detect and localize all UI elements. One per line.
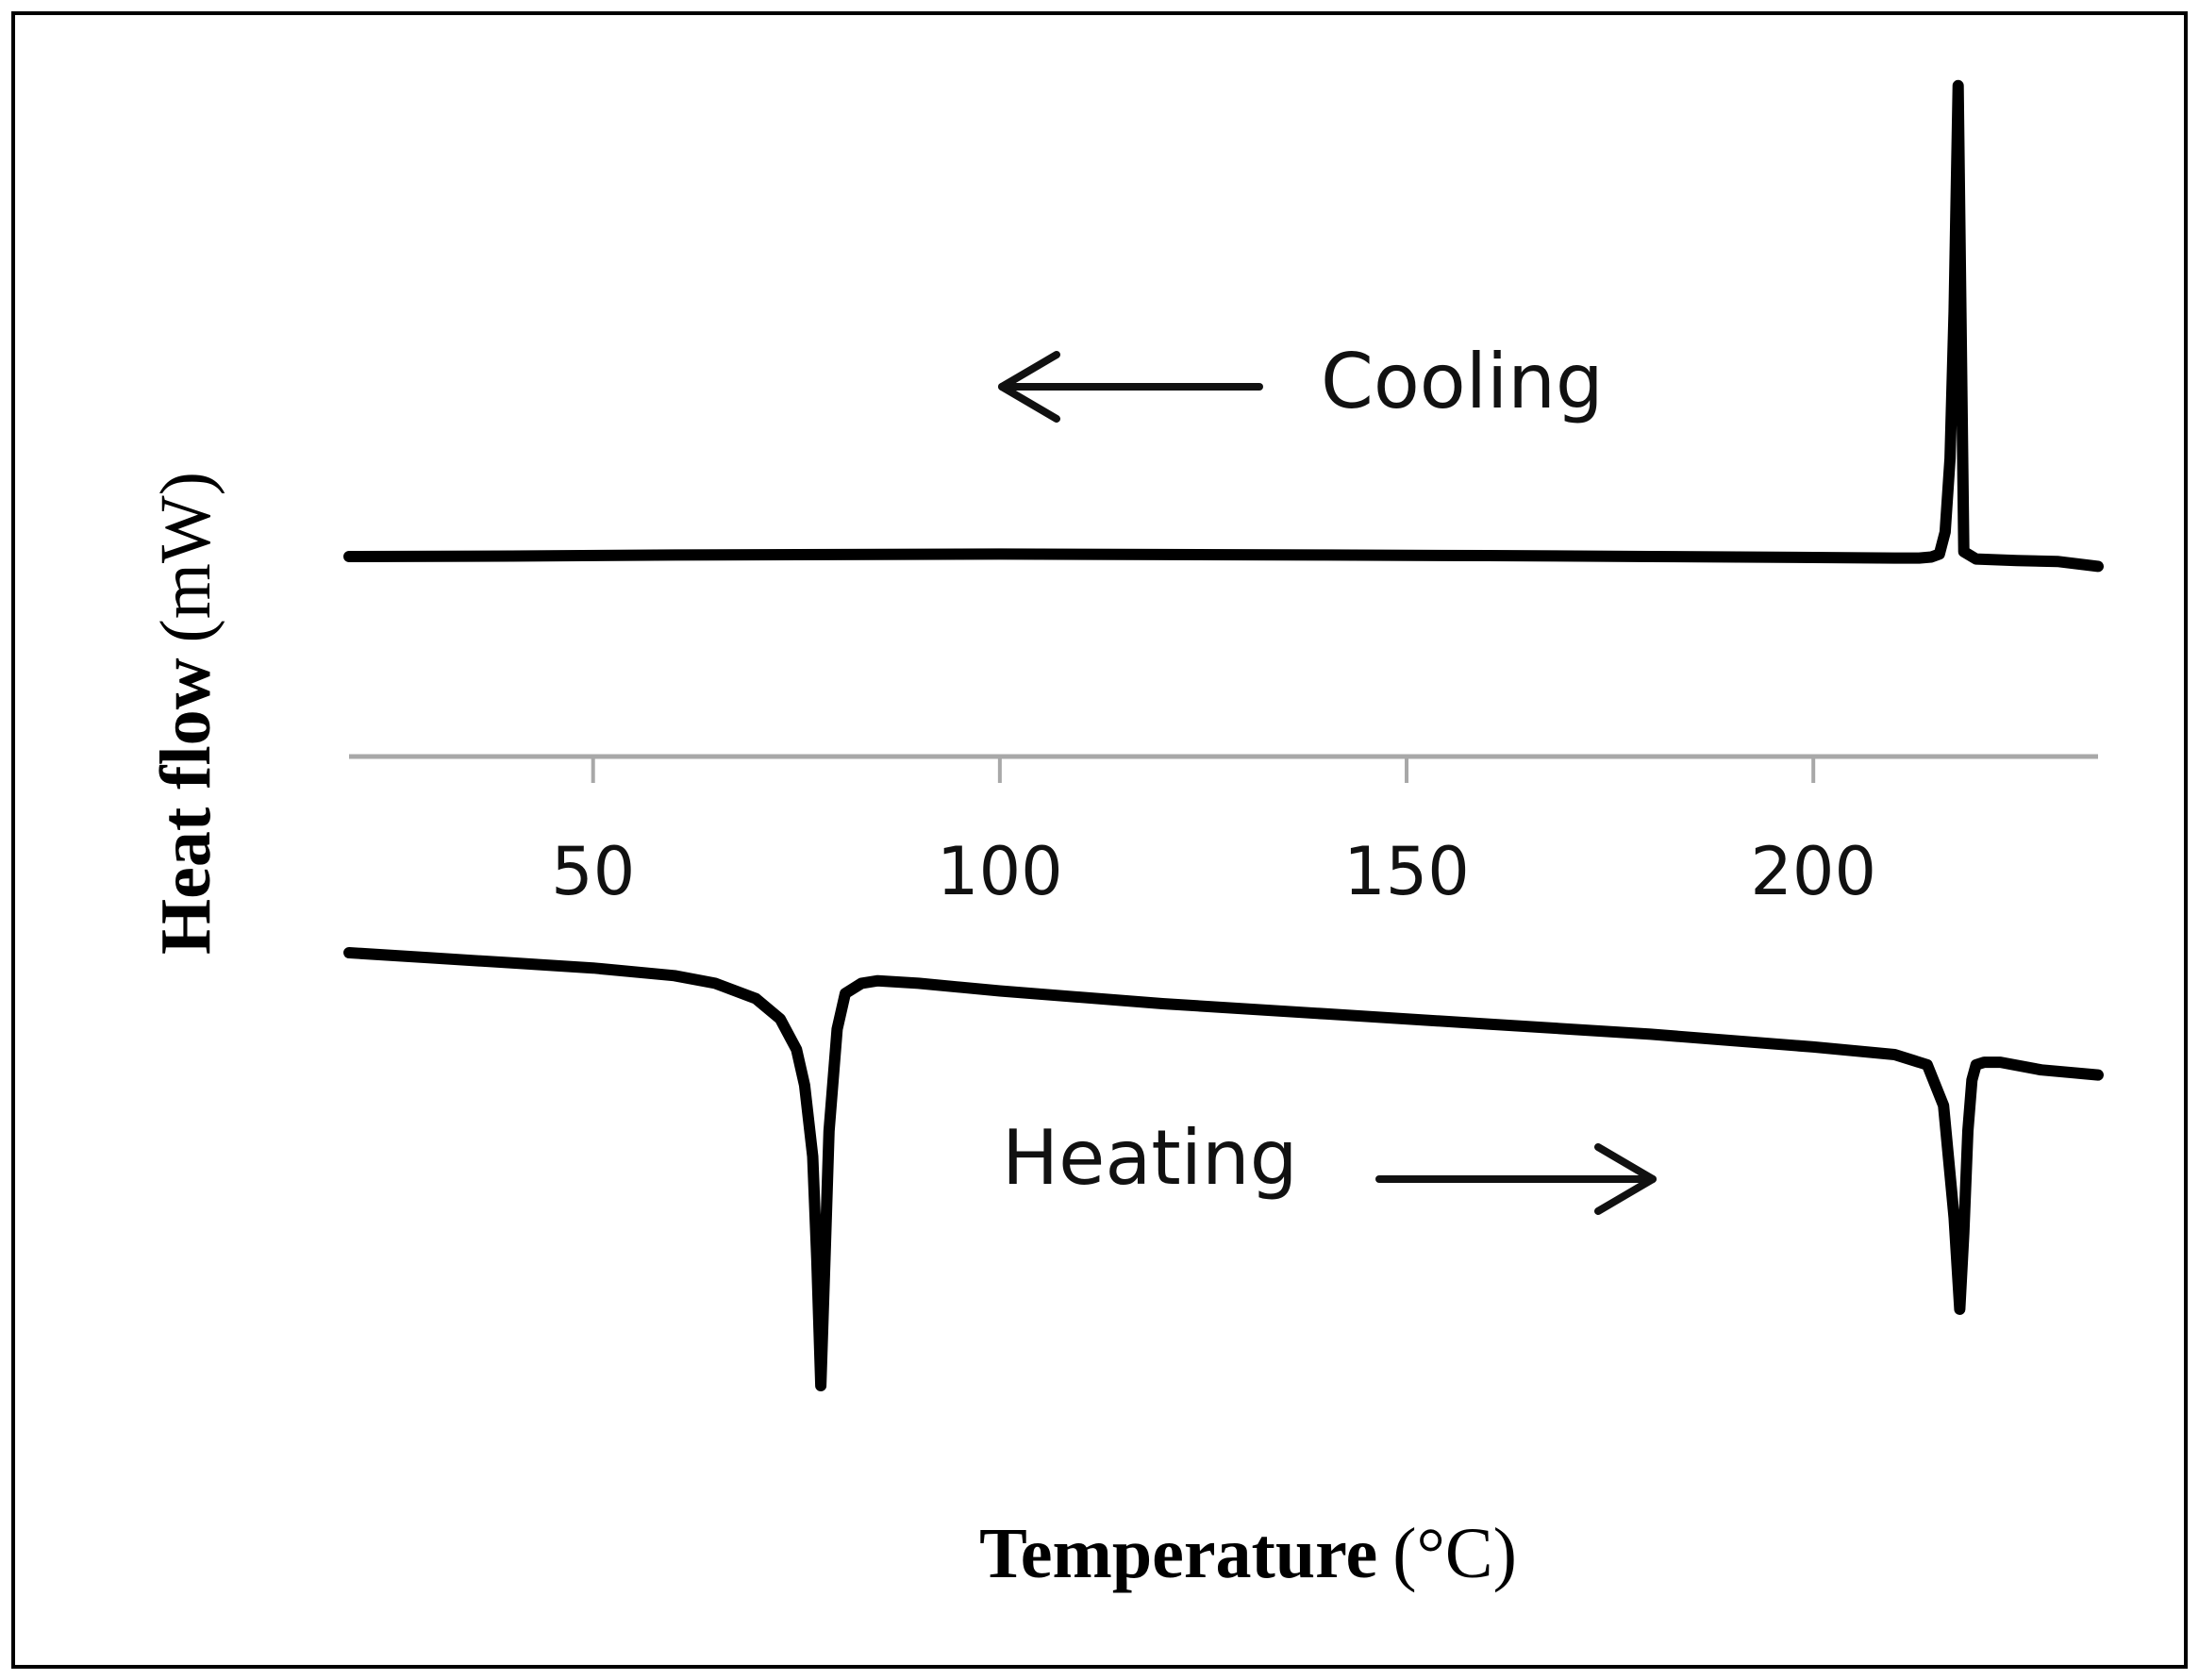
x-axis: 50 100 150 200 <box>349 754 2098 910</box>
right-arrow-icon <box>1375 1143 1657 1215</box>
x-tick-label: 100 <box>937 833 1063 910</box>
x-tick-label: 200 <box>1750 833 1876 910</box>
cooling-annotation: Cooling <box>998 338 1604 425</box>
cooling-label: Cooling <box>1321 338 1604 425</box>
x-axis-label: Temperature (°C) <box>979 1514 1517 1593</box>
series-layer <box>343 79 2104 1391</box>
heating-annotation: Heating <box>1002 1114 1657 1215</box>
cooling-curve <box>343 79 2104 573</box>
heating-label: Heating <box>1002 1114 1297 1202</box>
left-arrow-icon <box>998 351 1263 423</box>
x-tick-label: 50 <box>551 833 635 910</box>
y-axis-label: Heat flow(mW) <box>146 472 225 955</box>
heating-curve <box>343 947 2104 1391</box>
figure-frame <box>11 11 2188 1669</box>
x-tick-label: 150 <box>1343 833 1470 910</box>
x-ticks: 50 100 150 200 <box>551 757 1876 910</box>
